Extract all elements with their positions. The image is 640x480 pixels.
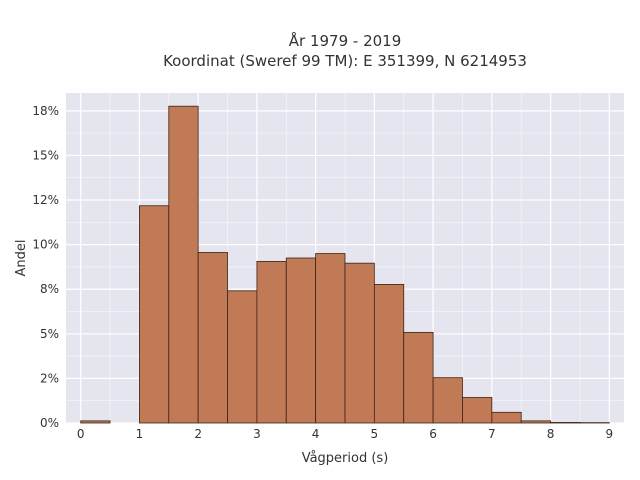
histogram-bar — [168, 105, 199, 424]
y-tick-label: 12% — [32, 193, 59, 207]
y-tick-label: 8% — [40, 282, 59, 296]
y-axis-ticks: 0% 2% 5% 8% 10% 12% 15% 18% — [32, 104, 59, 430]
histogram-bar — [520, 420, 551, 424]
histogram-bar — [227, 290, 258, 424]
x-tick-label: 6 — [429, 427, 437, 441]
x-tick-label: 2 — [194, 427, 202, 441]
x-tick-label: 5 — [371, 427, 379, 441]
histogram-bar — [197, 252, 228, 424]
y-tick-label: 2% — [40, 371, 59, 385]
x-axis-ticks: 0 1 2 3 4 5 6 7 8 9 — [77, 427, 613, 441]
histogram-bar — [139, 205, 170, 424]
y-tick-label: 15% — [32, 148, 59, 162]
histogram-bar — [491, 411, 522, 424]
histogram-bar — [344, 262, 375, 424]
x-tick-label: 8 — [547, 427, 555, 441]
histogram-bar — [373, 283, 405, 424]
histogram-bar — [315, 253, 346, 424]
histogram-bar — [403, 331, 434, 424]
x-tick-label: 3 — [253, 427, 261, 441]
y-axis-label: Andel — [14, 240, 29, 277]
histogram-bars — [80, 105, 610, 424]
histogram-bar — [256, 260, 287, 424]
y-tick-label: 0% — [40, 416, 59, 430]
histogram-bar — [432, 377, 463, 424]
x-tick-label: 4 — [312, 427, 320, 441]
chart-subtitle: Koordinat (Sweref 99 TM): E 351399, N 62… — [163, 52, 527, 70]
x-tick-label: 0 — [77, 427, 85, 441]
chart-title: År 1979 - 2019 — [289, 31, 402, 50]
y-tick-label: 18% — [32, 104, 59, 118]
histogram-bar — [550, 422, 581, 424]
histogram-bar — [80, 420, 111, 424]
x-tick-label: 1 — [136, 427, 144, 441]
histogram-bar — [462, 397, 493, 424]
x-tick-label: 9 — [605, 427, 613, 441]
histogram-bar — [285, 257, 317, 424]
y-tick-label: 10% — [32, 238, 59, 252]
x-axis-label: Vågperiod (s) — [302, 451, 389, 466]
y-tick-label: 5% — [40, 327, 59, 341]
x-tick-label: 7 — [488, 427, 496, 441]
